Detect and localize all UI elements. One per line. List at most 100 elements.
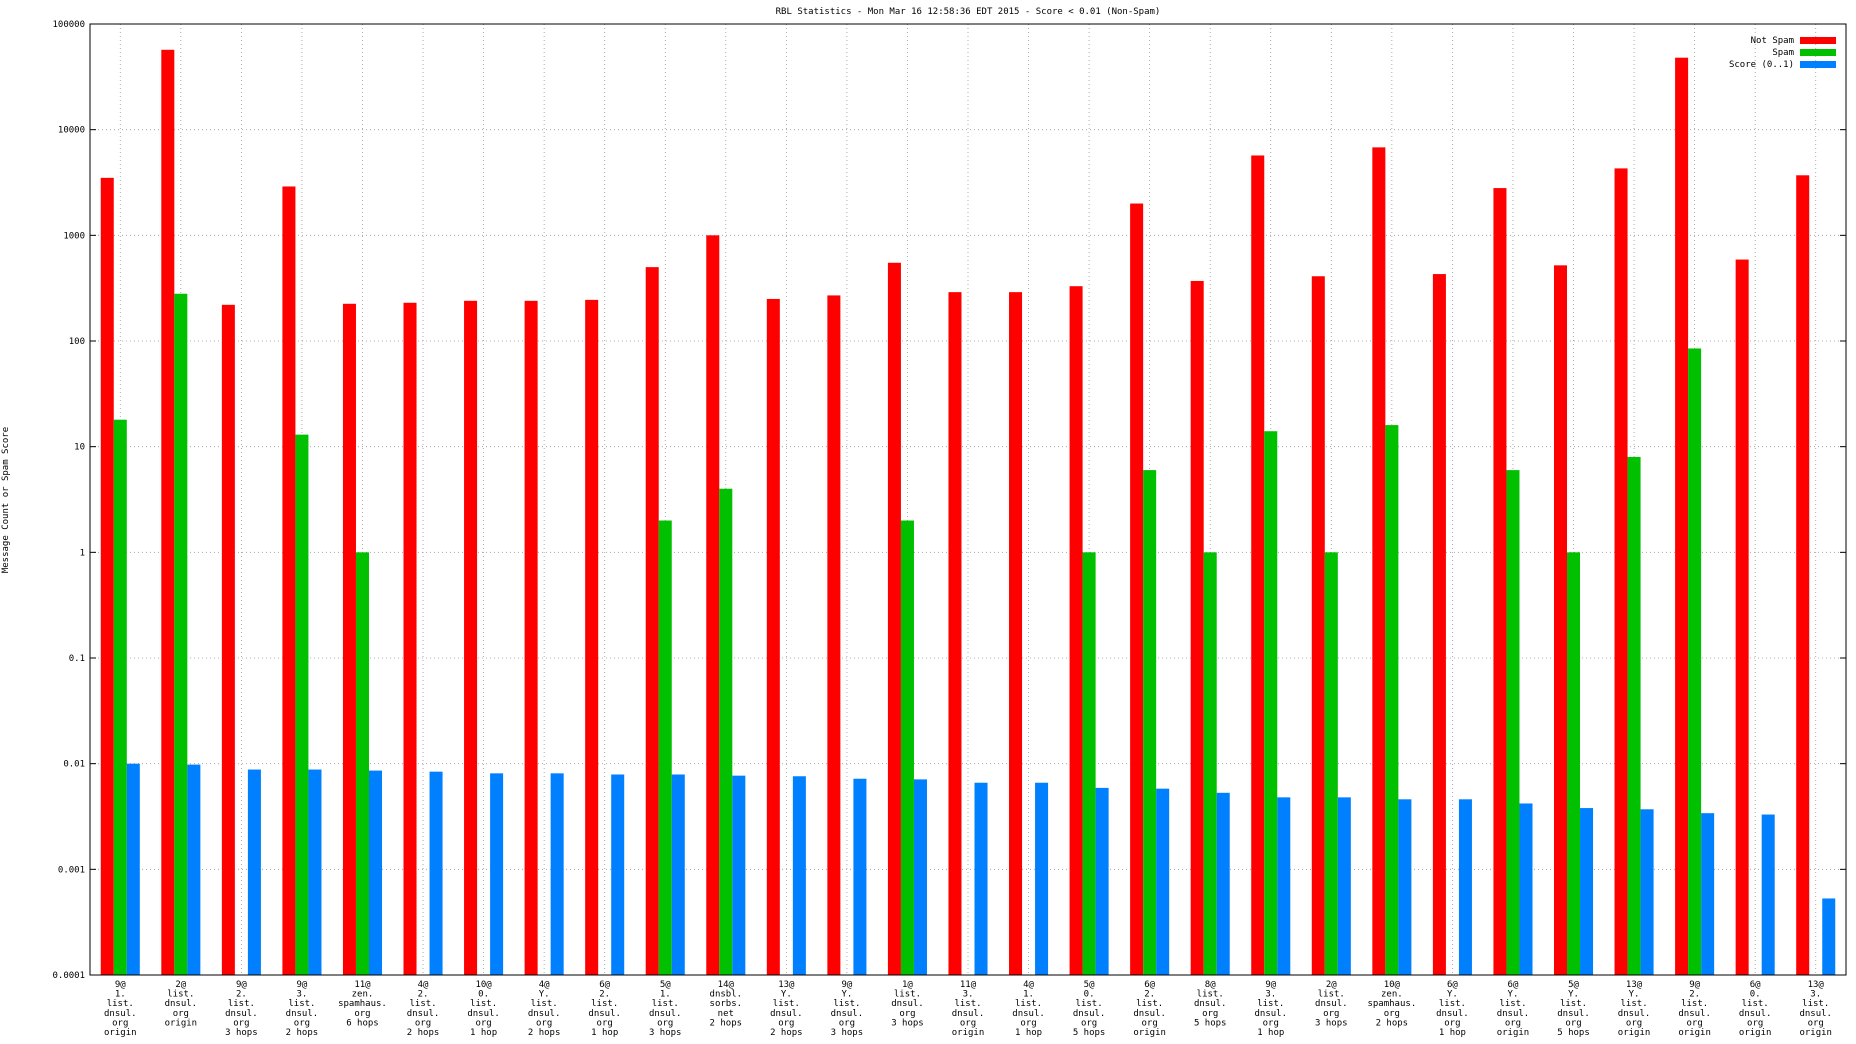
bar: [1735, 259, 1749, 975]
bar: [1069, 286, 1083, 976]
x-tick-label: 4@ 2. list. dnsul. org 2 hops: [407, 980, 440, 1038]
x-tick-label: 6@ Y. list. dnsul. org 1 hop: [1436, 980, 1469, 1038]
bar: [126, 763, 140, 975]
x-tick-label: 1@ list. dnsul. org 3 hops: [891, 980, 924, 1028]
bar: [1035, 782, 1049, 975]
x-tick-label: 5@ 1. list. dnsul. org 3 hops: [649, 980, 682, 1038]
y-tick-label: 0.0001: [52, 971, 85, 981]
bar: [1822, 898, 1836, 975]
bar: [1277, 797, 1291, 975]
bar: [174, 293, 188, 975]
bar: [100, 177, 114, 975]
bar: [161, 49, 175, 975]
bar: [827, 295, 841, 976]
x-tick-label: 14@ dnsbl. sorbs. net 2 hops: [710, 980, 743, 1028]
bar: [719, 488, 733, 975]
x-tick-label: 11@ 3. list. dnsul. org origin: [952, 980, 985, 1038]
x-tick-label: 5@ 0. list. dnsul. org 5 hops: [1073, 980, 1106, 1038]
bar: [1130, 203, 1144, 976]
legend-swatch: [1800, 49, 1836, 56]
x-tick-label: 13@ 3. list. dnsul. org origin: [1799, 980, 1832, 1038]
bar: [1796, 175, 1810, 976]
bar: [1519, 803, 1533, 975]
bar: [887, 262, 901, 976]
bar: [1640, 809, 1654, 975]
bar: [1553, 265, 1568, 976]
y-tick-label: 10000: [58, 126, 85, 136]
x-tick-label: 9@ 3. list. dnsul. org 1 hop: [1255, 980, 1288, 1038]
bar: [1203, 552, 1217, 975]
x-tick-label: 10@ zen. spamhaus. org 2 hops: [1367, 980, 1416, 1028]
bar: [1082, 552, 1096, 975]
y-tick-label: 1: [80, 548, 85, 558]
bar: [1675, 57, 1689, 975]
x-tick-label: 6@ Y. list. dnsul. org origin: [1497, 980, 1530, 1038]
y-axis-label: Message Count or Spam Score: [1, 427, 11, 573]
bar: [1264, 431, 1278, 975]
bar: [403, 302, 417, 975]
bar: [490, 773, 504, 975]
bar: [464, 300, 478, 975]
x-tick-label: 13@ Y. list. dnsul. org 2 hops: [770, 980, 803, 1038]
bar: [1493, 188, 1507, 976]
legend-label: Score (0..1): [1729, 60, 1794, 70]
bar: [1324, 552, 1338, 975]
bar: [913, 779, 927, 975]
bar: [524, 300, 538, 975]
bar: [853, 778, 867, 975]
bar: [611, 774, 625, 975]
x-tick-label: 4@ Y. list. dnsul. org 2 hops: [528, 980, 561, 1038]
x-tick-label: 9@ 1. list. dnsul. org origin: [104, 980, 137, 1038]
bar: [792, 776, 806, 975]
legend-swatch: [1800, 37, 1836, 44]
y-tick-label: 100000: [52, 20, 85, 30]
bar: [658, 520, 672, 975]
bar: [671, 774, 685, 975]
legend-swatch: [1800, 61, 1836, 68]
bar: [706, 235, 720, 976]
y-tick-label: 0.1: [69, 654, 85, 664]
bar: [1372, 147, 1386, 976]
bar: [295, 434, 309, 975]
x-tick-label: 9@ 2. list. dnsul. org origin: [1678, 980, 1711, 1038]
bar: [282, 186, 296, 976]
x-tick-label: 6@ 0. list. dnsul. org origin: [1739, 980, 1772, 1038]
x-tick-label: 2@ list. dnsul. org origin: [165, 980, 198, 1028]
bar: [368, 770, 383, 975]
bar: [187, 764, 201, 975]
bar: [948, 292, 962, 975]
x-tick-label: 6@ 2. list. dnsul. org origin: [1133, 980, 1166, 1038]
x-tick-label: 4@ 1. list. dnsul. org 1 hop: [1012, 980, 1045, 1038]
bar: [1701, 813, 1715, 975]
bar: [1190, 280, 1204, 975]
bar: [1506, 470, 1520, 975]
bar: [342, 303, 356, 976]
bar: [1761, 814, 1775, 975]
bar: [1567, 552, 1581, 975]
legend-label: Not Spam: [1751, 36, 1794, 46]
bar: [1385, 425, 1399, 975]
bar: [1614, 168, 1628, 975]
bar: [308, 769, 322, 975]
bar: [1143, 470, 1157, 975]
bar: [247, 769, 261, 975]
bar: [1216, 792, 1230, 975]
bar: [585, 299, 599, 975]
bar: [113, 419, 127, 975]
x-tick-label: 8@ list. dnsul. org 5 hops: [1194, 980, 1227, 1028]
x-tick-label: 11@ zen. spamhaus. org 6 hops: [338, 980, 387, 1028]
y-tick-label: 1000: [63, 231, 85, 241]
x-tick-label: 9@ Y. list. dnsul. org 3 hops: [831, 980, 864, 1038]
bar: [1688, 348, 1702, 975]
x-tick-label: 9@ 2. list. dnsul. org 3 hops: [225, 980, 258, 1038]
bar: [1009, 292, 1023, 975]
x-tick-label: 6@ 2. list. dnsul. org 1 hop: [588, 980, 621, 1038]
bar: [1432, 274, 1446, 976]
x-tick-label: 9@ 3. list. dnsul. org 2 hops: [286, 980, 319, 1038]
x-tick-label: 5@ Y. list. dnsul. org 5 hops: [1557, 980, 1590, 1038]
y-tick-label: 100: [69, 337, 85, 347]
x-tick-label: 10@ 0. list. dnsul. org 1 hop: [467, 980, 500, 1038]
bar: [1398, 799, 1412, 975]
bar: [1156, 788, 1170, 975]
